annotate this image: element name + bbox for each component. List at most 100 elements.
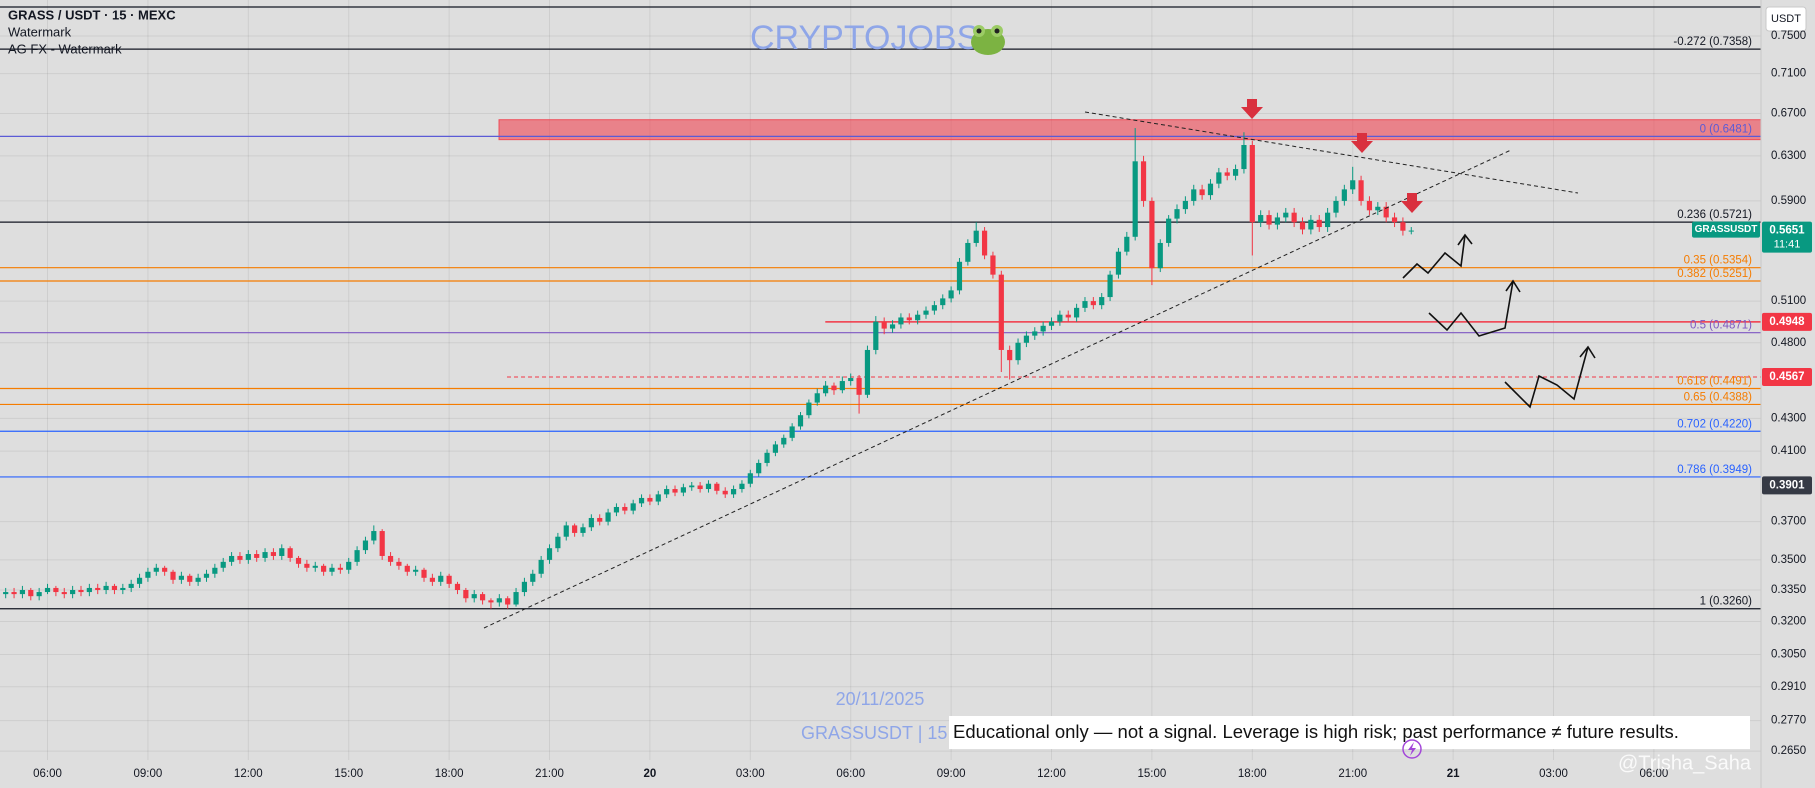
- y-tick-label: 0.6700: [1771, 108, 1806, 120]
- candle-body: [329, 567, 335, 572]
- projection-path: [1402, 234, 1466, 279]
- candle-body: [203, 573, 210, 578]
- x-tick-label: 20: [644, 768, 657, 780]
- x-tick-label: 06:00: [1640, 768, 1669, 780]
- icon-ring: [1402, 739, 1422, 759]
- candle-body: [429, 577, 435, 582]
- candle-body: [1350, 180, 1356, 190]
- y-tick-label: 0.3500: [1771, 554, 1806, 566]
- x-tick-label: 12:00: [1037, 768, 1066, 780]
- candle-body: [195, 577, 201, 582]
- candle-body: [1082, 301, 1088, 308]
- candle-body: [881, 321, 887, 329]
- candle-body: [714, 483, 720, 491]
- candle-body: [998, 274, 1004, 350]
- x-tick-label: 06:00: [33, 768, 62, 780]
- candle-body: [446, 575, 452, 584]
- candle-body: [463, 589, 469, 599]
- candle-body: [136, 577, 143, 584]
- projection-arrowhead: [1505, 279, 1521, 293]
- currency-button[interactable]: [1765, 6, 1807, 32]
- candle-body: [839, 381, 845, 391]
- candle-body: [672, 489, 678, 493]
- candle-body: [19, 589, 26, 595]
- fib-label: -0.272 (0.7358): [1673, 36, 1752, 48]
- candle-body: [1048, 321, 1055, 326]
- fib-label: 0.65 (0.4388): [1684, 391, 1753, 403]
- candle-body: [906, 317, 912, 321]
- candle-body: [237, 555, 243, 560]
- candle-body: [764, 452, 770, 463]
- trendline-resistance: [1084, 111, 1579, 194]
- candle-body: [680, 487, 686, 493]
- candle-body: [1274, 217, 1281, 225]
- candle-body: [1115, 251, 1122, 275]
- candle-body: [814, 393, 820, 403]
- candle-body: [630, 503, 636, 511]
- y-tick-label: 0.2650: [1771, 745, 1806, 757]
- candle-body: [95, 587, 101, 590]
- candle-body: [187, 575, 193, 582]
- projection-path: [1504, 346, 1589, 409]
- candle-body: [1316, 219, 1322, 228]
- candle-body: [3, 592, 9, 595]
- candle-body: [739, 483, 745, 490]
- last-price-label: 0.5651: [1769, 225, 1805, 237]
- candle-body: [479, 594, 486, 601]
- candle-body: [44, 587, 51, 593]
- fib-label: 0.702 (0.4220): [1677, 418, 1752, 430]
- candle-body: [1166, 218, 1172, 243]
- frog-pupil: [994, 28, 1000, 34]
- projection-path: [1428, 280, 1514, 337]
- y-tick-label: 0.2770: [1771, 715, 1806, 727]
- candle-body: [421, 569, 427, 578]
- candle-body: [337, 567, 343, 570]
- y-tick-label: 0.4100: [1771, 445, 1806, 457]
- candle-body: [178, 575, 184, 580]
- x-tick-label: 09:00: [134, 768, 163, 780]
- candle-body: [931, 305, 937, 311]
- candle-body: [513, 592, 519, 605]
- candle-body: [689, 485, 695, 488]
- candle-body: [379, 531, 385, 556]
- candle-body: [396, 561, 402, 566]
- currency-label[interactable]: USDT: [1771, 13, 1801, 25]
- candle-body: [212, 567, 218, 574]
- candle-body: [990, 255, 996, 275]
- candle-body: [1408, 230, 1414, 232]
- down-arrow: [1351, 133, 1373, 153]
- candle-body: [1333, 200, 1339, 213]
- candle-body: [831, 385, 837, 391]
- fib-label: 0.786 (0.3949): [1677, 464, 1752, 476]
- candle-body: [1207, 183, 1214, 196]
- countdown-label: 11:41: [1774, 238, 1801, 250]
- candle-body: [287, 548, 293, 558]
- handle-watermark: @Trisha_Saha: [1618, 752, 1752, 774]
- down-arrow: [1241, 99, 1263, 119]
- y-tick-label: 0.7100: [1771, 68, 1806, 80]
- candle-body: [254, 554, 260, 558]
- fib-label: 0.35 (0.5354): [1684, 255, 1753, 267]
- x-tick-label: 18:00: [435, 768, 464, 780]
- candle-body: [848, 378, 854, 382]
- lightning-icon: [1402, 739, 1422, 759]
- candle-body: [1224, 172, 1230, 176]
- x-tick-label: 03:00: [736, 768, 765, 780]
- candle-body: [1007, 349, 1013, 361]
- x-tick-label: 21: [1447, 768, 1460, 780]
- candle-body: [521, 581, 528, 593]
- candle-body: [772, 444, 779, 453]
- projection-paths: [1402, 233, 1596, 409]
- candle-body: [86, 587, 92, 593]
- candle-body: [321, 565, 327, 572]
- candle-body: [638, 497, 645, 504]
- x-tick-label: 03:00: [1539, 768, 1568, 780]
- price-badge-label: 0.4567: [1769, 371, 1804, 383]
- date-watermark: 20/11/2025: [836, 689, 925, 709]
- candle-body: [496, 598, 502, 603]
- frog-icon: [971, 25, 1005, 55]
- candle-body: [563, 525, 569, 537]
- price-badge-label: 0.4948: [1769, 316, 1805, 328]
- candle-body: [245, 554, 251, 560]
- candle-body: [1107, 274, 1113, 298]
